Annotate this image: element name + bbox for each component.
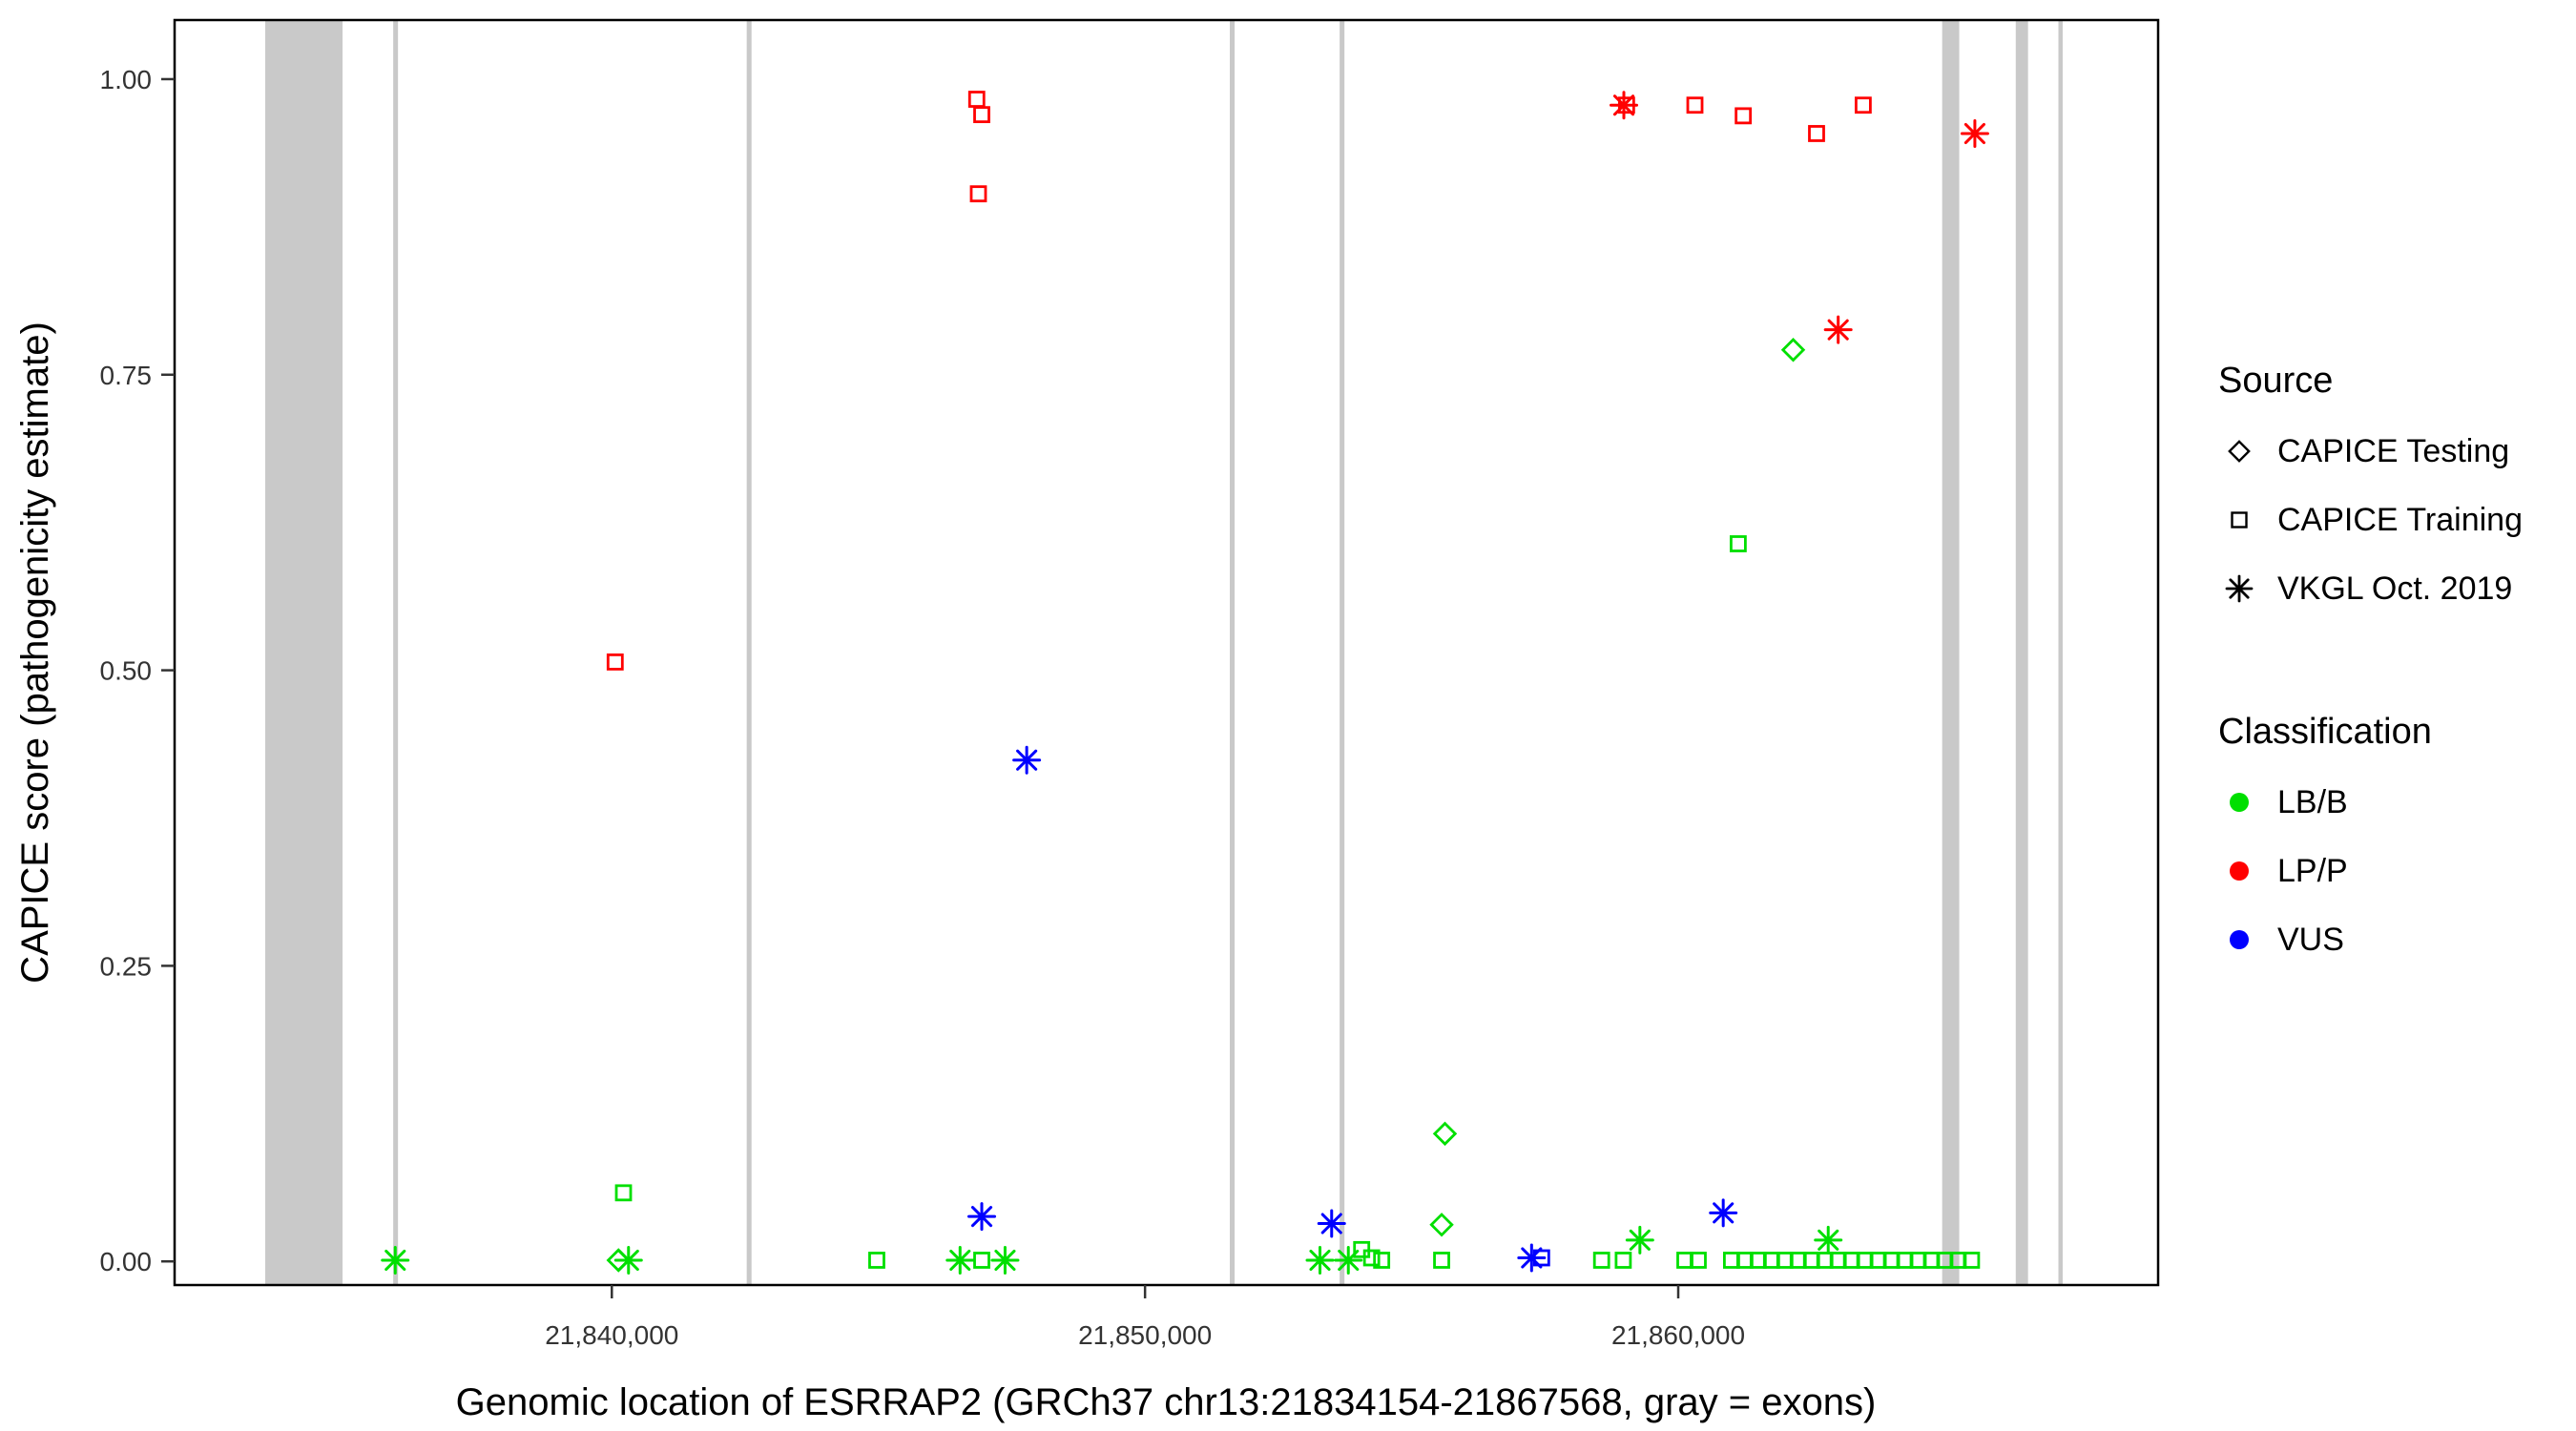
y-tick-label: 0.25 — [100, 951, 153, 981]
data-point — [1517, 1243, 1547, 1273]
legend-item-lpp: LP/P — [2218, 837, 2571, 905]
data-point — [967, 91, 986, 108]
data-point — [1823, 315, 1853, 344]
data-point — [1686, 96, 1704, 114]
data-point — [1433, 1252, 1450, 1269]
data-point — [1362, 1249, 1381, 1267]
legend-item-label: LB/B — [2277, 783, 2348, 820]
data-point — [945, 1245, 975, 1275]
exon-bands — [265, 20, 2063, 1285]
data-point — [1854, 96, 1872, 114]
dot-icon — [2230, 930, 2249, 949]
scatter-plot: 21,840,000 21,850,000 21,860,000 0.00 0.25 0.… — [14, 18, 2160, 1423]
legend-item-lbb: LB/B — [2218, 768, 2571, 837]
panel-border — [173, 18, 2160, 1287]
data-point — [1532, 1249, 1550, 1267]
x-tick-label: 21,840,000 — [545, 1320, 678, 1350]
data-point — [1012, 745, 1042, 775]
legend-item-label: VKGL Oct. 2019 — [2277, 570, 2513, 607]
exon-band — [2015, 20, 2028, 1285]
asterisk-icon — [2225, 574, 2254, 603]
data-point — [1808, 125, 1825, 142]
data-point — [973, 106, 990, 124]
exon-band — [265, 20, 343, 1285]
data-point — [1814, 1225, 1843, 1255]
data-point — [614, 1184, 633, 1202]
data-point — [1305, 1245, 1335, 1275]
x-axis-title: Genomic location of ESRRAP2 (GRCh37 chr1… — [456, 1381, 1877, 1423]
data-point — [1709, 1198, 1738, 1228]
data-point — [1432, 1121, 1458, 1147]
data-point — [1592, 1252, 1610, 1269]
legend-item-label: CAPICE Testing — [2277, 432, 2510, 469]
y-tick-label: 1.00 — [100, 65, 153, 94]
data-point — [1610, 91, 1639, 120]
data-point — [1735, 107, 1753, 125]
data-point — [613, 1245, 643, 1275]
data-point — [1614, 1252, 1632, 1269]
data-point — [1963, 1252, 1981, 1269]
y-tick-label: 0.50 — [100, 656, 153, 686]
dot-icon — [2230, 793, 2249, 812]
legend-item-vkgl: VKGL Oct. 2019 — [2218, 554, 2571, 623]
y-tick-label: 0.00 — [100, 1247, 153, 1276]
data-point — [973, 1252, 990, 1269]
exon-band — [393, 20, 399, 1285]
data-point — [381, 1245, 410, 1275]
square-icon — [2231, 511, 2248, 529]
legend-source-title: Source — [2218, 361, 2334, 401]
exon-band — [746, 20, 752, 1285]
x-tick-label: 21,860,000 — [1611, 1320, 1745, 1350]
y-axis-title: CAPICE score (pathogenicity estimate) — [14, 321, 56, 984]
data-point — [1780, 338, 1806, 363]
data-point — [1317, 1209, 1346, 1238]
legend-item-vus: VUS — [2218, 905, 2571, 974]
legend: Source CAPICE Testing CAPICE Training — [2218, 358, 2571, 974]
data-point — [868, 1252, 885, 1269]
legend-item-capice-testing: CAPICE Testing — [2218, 417, 2571, 486]
x-tick-label: 21,850,000 — [1078, 1320, 1212, 1350]
legend-classification-title: Classification — [2218, 712, 2432, 752]
legend-item-label: VUS — [2277, 921, 2344, 958]
diamond-icon — [2228, 440, 2251, 463]
data-points — [381, 91, 1989, 1275]
axis-tick-labels: 21,840,000 21,850,000 21,860,000 0.00 0.25 0.… — [100, 65, 1746, 1350]
dot-icon — [2230, 861, 2249, 881]
exon-band — [1340, 20, 1345, 1285]
data-point — [990, 1245, 1020, 1275]
data-point — [967, 1202, 997, 1232]
data-point — [606, 653, 624, 671]
legend-item-label: CAPICE Training — [2277, 501, 2523, 538]
data-point — [1334, 1245, 1363, 1275]
legend-item-label: LP/P — [2277, 852, 2348, 889]
data-point — [969, 185, 987, 203]
data-point — [1960, 118, 1989, 148]
exon-band — [1230, 20, 1236, 1285]
data-point — [1625, 1225, 1654, 1255]
legend-item-capice-training: CAPICE Training — [2218, 486, 2571, 554]
data-point — [1429, 1213, 1454, 1237]
exon-band — [2058, 20, 2063, 1285]
data-point — [1729, 535, 1747, 552]
axis-ticks — [161, 77, 1680, 1298]
y-tick-label: 0.75 — [100, 361, 153, 390]
exon-band — [1942, 20, 1960, 1285]
data-point — [1373, 1252, 1391, 1269]
data-point — [1690, 1252, 1707, 1269]
